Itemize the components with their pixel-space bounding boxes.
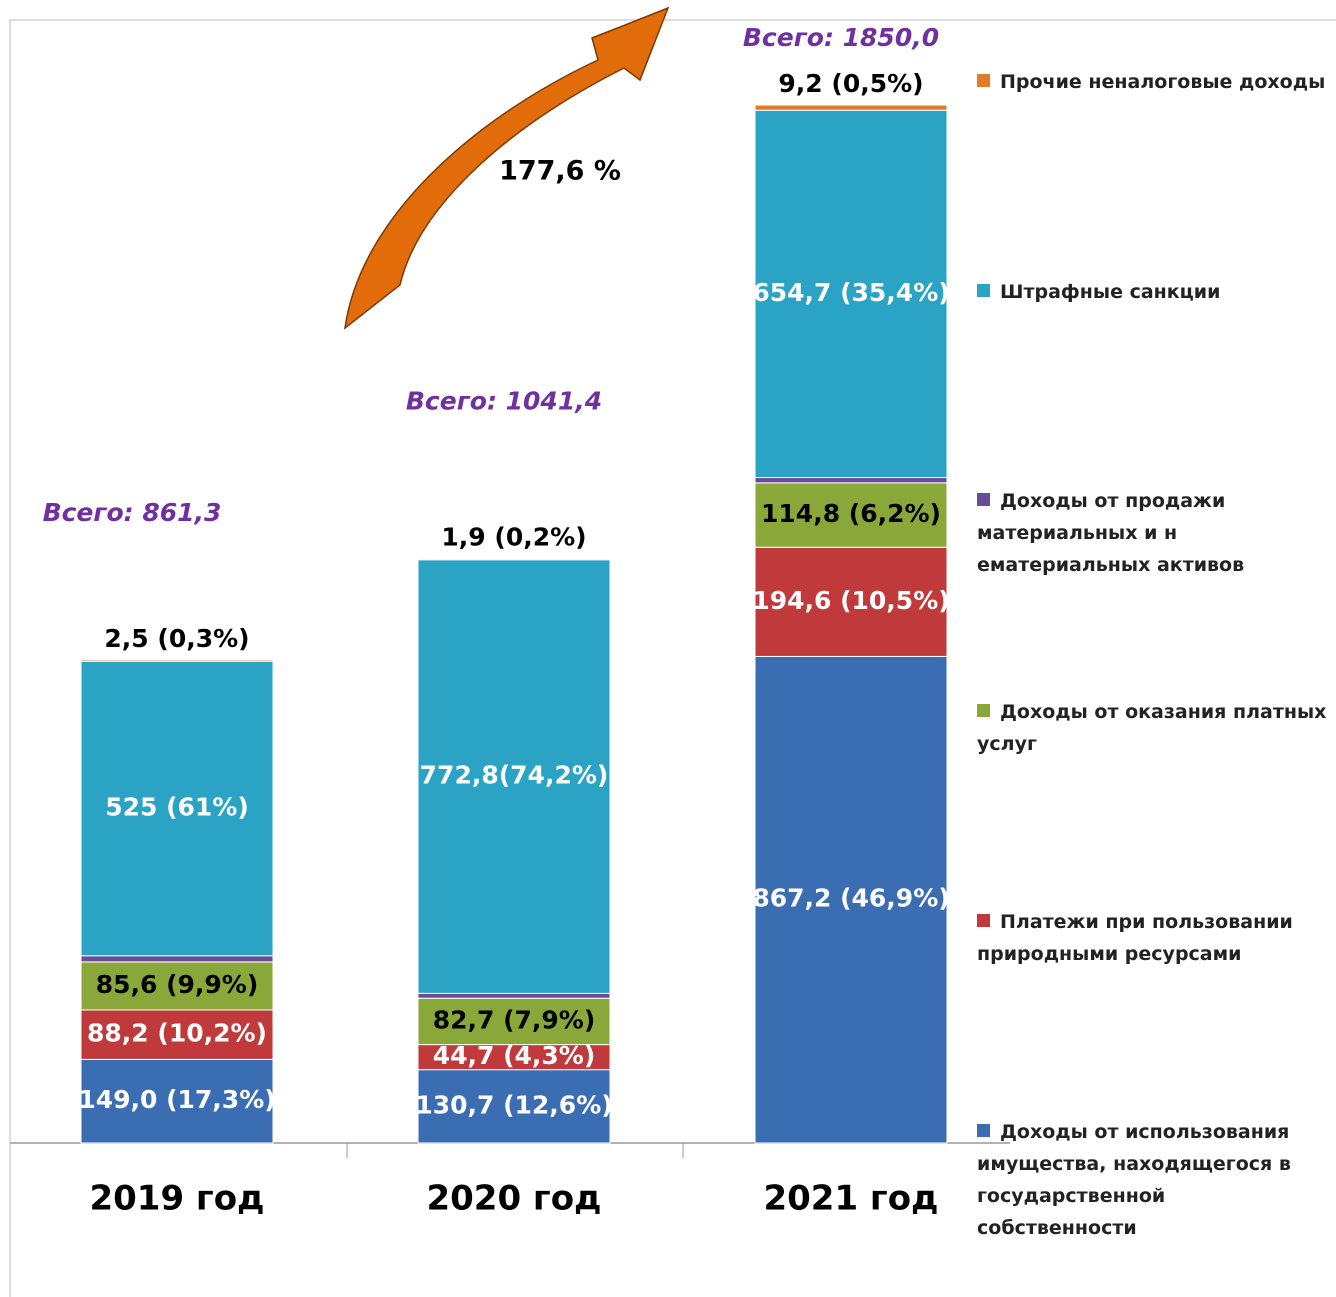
legend-marker	[977, 1124, 990, 1137]
legend-marker	[977, 74, 990, 87]
data-label: 654,7 (35,4%)	[752, 278, 949, 307]
legend-item: Доходы от использования имущества, наход…	[977, 1116, 1327, 1244]
bar-segment	[754, 482, 948, 548]
growth-arrow	[344, 6, 670, 330]
bar-segment	[754, 477, 948, 484]
legend-label: Доходы от оказания платных услуг	[977, 701, 1327, 755]
legend-label: Доходы от продажи материальных и н емате…	[977, 490, 1245, 576]
bar-segment	[754, 655, 948, 1144]
bar-segment	[417, 1069, 611, 1144]
data-label: 2,5 (0,3%)	[104, 624, 249, 653]
data-label: 772,8(74,2%)	[420, 761, 609, 790]
x-tick-label: 2019 год	[89, 1179, 264, 1219]
legend-label: Доходы от использования имущества, наход…	[977, 1121, 1291, 1239]
legend-label: Прочие неналоговые доходы	[1000, 71, 1326, 93]
legend-item: Доходы от продажи материальных и н емате…	[977, 485, 1327, 581]
data-label: 525 (61%)	[105, 793, 249, 822]
bar-segment	[417, 1044, 611, 1071]
bar-segment	[417, 992, 611, 999]
total-label: Всего: 1850,0	[743, 23, 939, 52]
legend-marker	[977, 914, 990, 927]
data-label: 130,7 (12,6%)	[415, 1090, 612, 1119]
data-label: 88,2 (10,2%)	[87, 1019, 267, 1048]
total-label: Всего: 1041,4	[406, 387, 602, 416]
x-tick-label: 2021 год	[763, 1179, 938, 1219]
total-label: Всего: 861,3	[43, 498, 222, 527]
legend-marker	[977, 284, 990, 297]
data-label: 114,8 (6,2%)	[761, 499, 941, 528]
legend-label: Штрафные санкции	[1000, 281, 1221, 303]
bar-segment	[417, 997, 611, 1046]
data-label: 44,7 (4,3%)	[433, 1041, 596, 1070]
bar-segment	[80, 955, 274, 963]
bar-segment	[80, 660, 274, 957]
legend-item: Прочие неналоговые доходы	[977, 66, 1327, 98]
data-label: 194,6 (10,5%)	[752, 586, 949, 615]
bar-segment	[417, 558, 611, 561]
legend-item: Доходы от оказания платных услуг	[977, 696, 1327, 760]
legend-marker	[977, 704, 990, 717]
bar-segment	[754, 104, 948, 111]
data-label: 867,2 (46,9%)	[752, 884, 949, 913]
data-label: 85,6 (9,9%)	[96, 970, 259, 999]
legend-item: Платежи при пользовании природными ресур…	[977, 906, 1327, 970]
annotation: 177,6 %	[499, 156, 621, 187]
legend-label: Платежи при пользовании природными ресур…	[977, 911, 1293, 965]
bar-segment	[754, 109, 948, 479]
bar-segment	[80, 1058, 274, 1144]
data-label: 1,9 (0,2%)	[441, 523, 586, 552]
legend-item: Штрафные санкции	[977, 276, 1327, 308]
bar-segment	[80, 961, 274, 1011]
data-label: 82,7 (7,9%)	[433, 1005, 596, 1034]
data-label: 149,0 (17,3%)	[78, 1085, 275, 1114]
legend-marker	[977, 493, 990, 506]
data-label: 9,2 (0,5%)	[778, 69, 923, 98]
bar-segment	[80, 1009, 274, 1060]
bar-segment	[754, 546, 948, 657]
bar-segment	[80, 659, 274, 662]
x-tick-label: 2020 год	[426, 1179, 601, 1219]
